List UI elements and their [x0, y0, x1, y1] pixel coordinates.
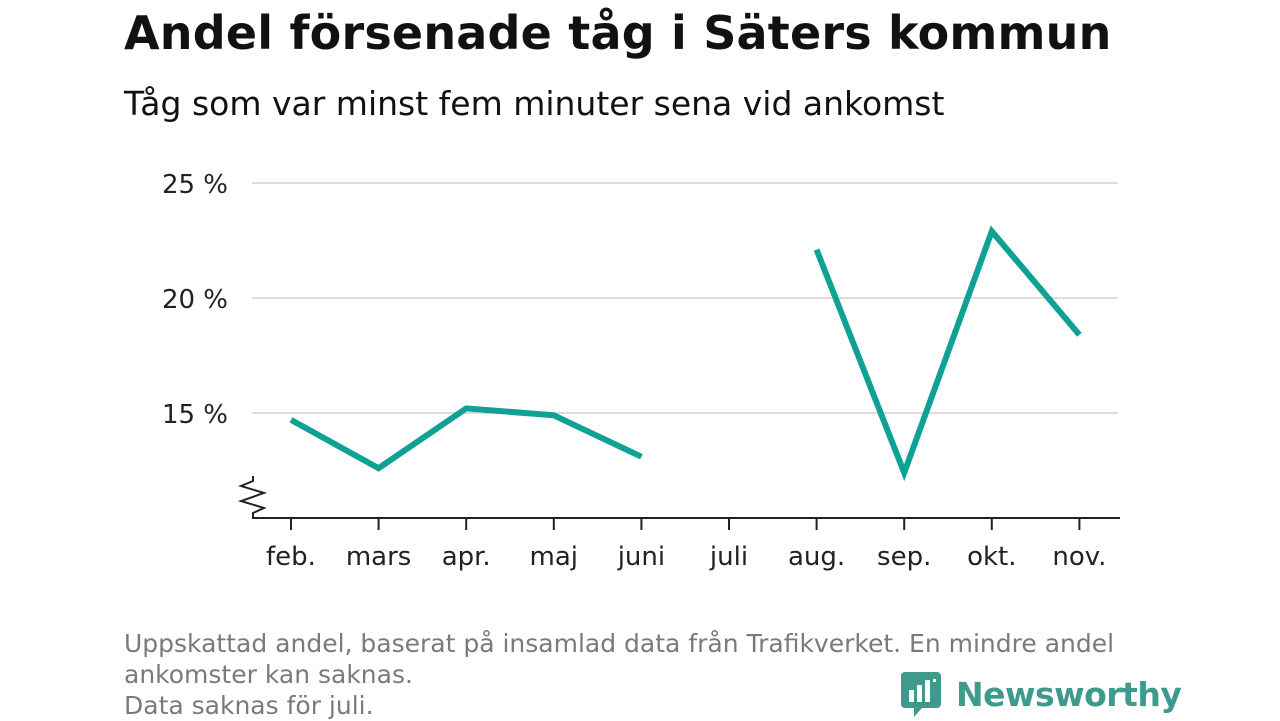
x-tick-label: juli: [709, 542, 748, 572]
footnote-line: Uppskattad andel, baserat på insamlad da…: [124, 629, 1115, 658]
x-tick-label: maj: [530, 542, 578, 572]
chart-title: Andel försenade tåg i Säters kommun: [124, 6, 1112, 60]
series-line-segment: [289, 405, 643, 472]
x-tick-label: juni: [617, 542, 665, 572]
newsworthy-logo-icon: [901, 672, 941, 717]
y-tick-label: 25 %: [162, 170, 228, 200]
x-tick-label: okt.: [967, 542, 1016, 572]
footnote-line: ankomster kan saknas.: [124, 660, 413, 689]
x-axis: [237, 476, 1120, 519]
chart-footnote: Uppskattad andel, baserat på insamlad da…: [124, 628, 1164, 721]
y-tick-label: 20 %: [162, 285, 228, 315]
x-axis-tick-labels: feb. mars apr. maj juni juli aug. sep. okt. nov.: [266, 518, 1106, 572]
x-tick-label: apr.: [442, 542, 491, 572]
chart-subtitle: Tåg som var minst fem minuter sena vid a…: [124, 84, 945, 123]
series-line-segment: [813, 225, 1082, 482]
x-tick-label: nov.: [1052, 542, 1106, 572]
newsworthy-logo: Newsworthy: [900, 670, 1182, 718]
x-tick-label: feb.: [266, 542, 316, 572]
footnote-line: Data saknas för juli.: [124, 691, 374, 720]
x-tick-label: sep.: [877, 542, 931, 572]
axis-break-mark: [237, 476, 268, 518]
y-tick-label: 15 %: [162, 400, 228, 430]
newsworthy-logo-text: Newsworthy: [956, 674, 1182, 714]
grid-lines: [252, 182, 1118, 414]
x-tick-label: mars: [346, 542, 412, 572]
x-tick-label: aug.: [788, 542, 845, 572]
y-axis-tick-labels: 15 % 20 % 25 %: [162, 170, 228, 430]
series-lines: [289, 225, 1082, 482]
